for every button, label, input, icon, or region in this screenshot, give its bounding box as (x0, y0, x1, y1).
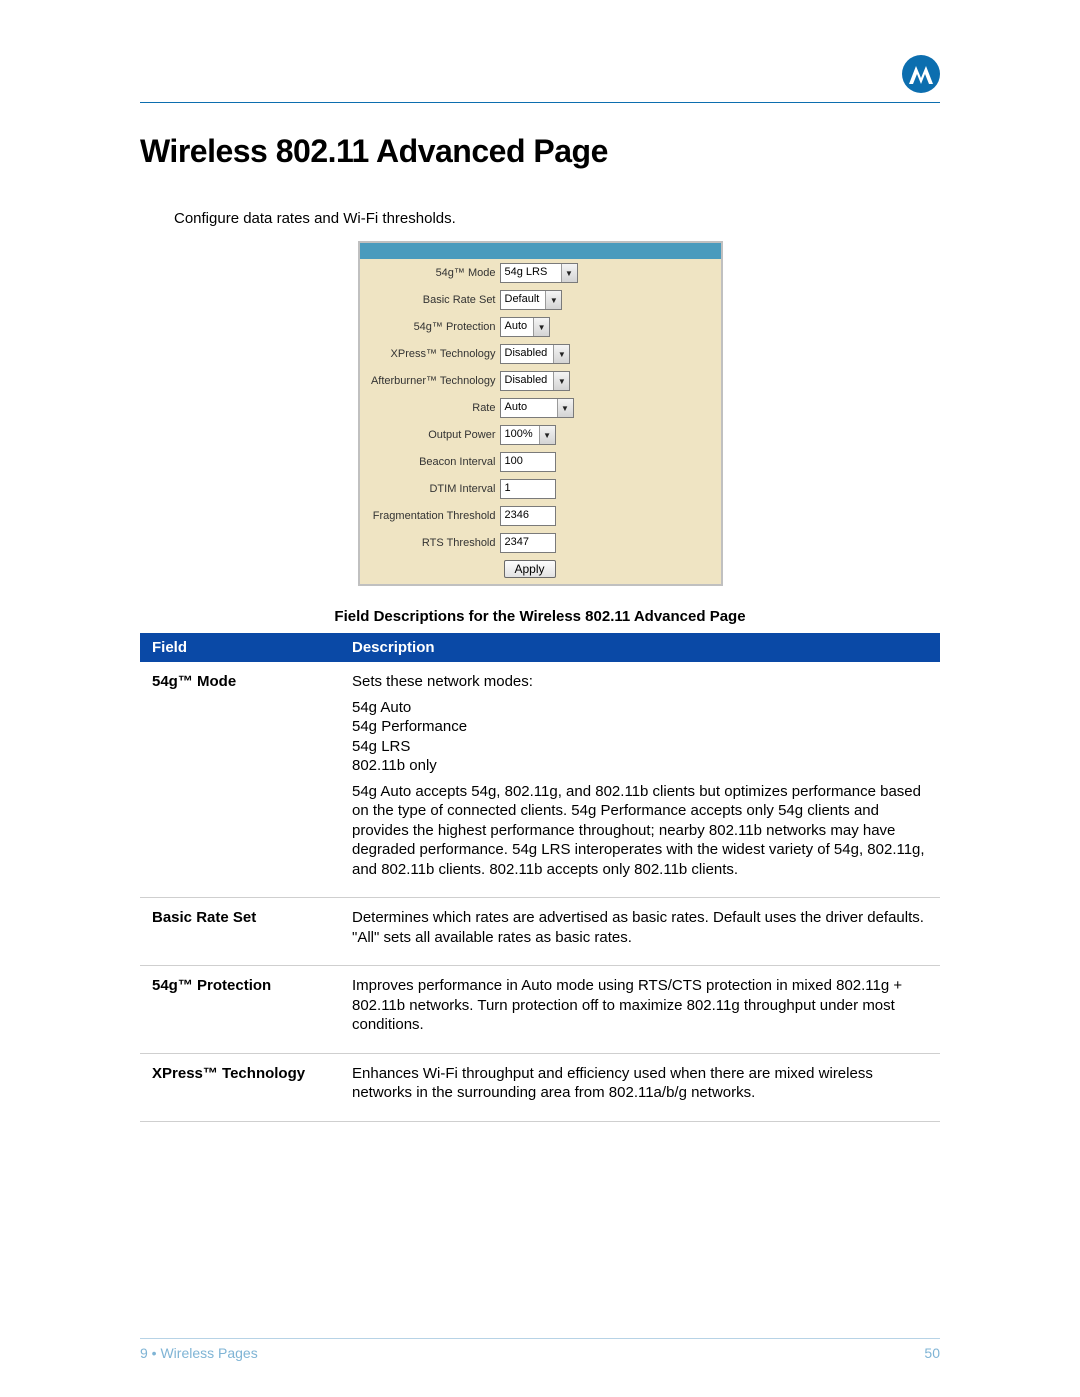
config-label: Fragmentation Threshold (360, 510, 500, 522)
config-control: 100%▼ (500, 424, 717, 445)
description-block: Sets these network modes: (352, 672, 928, 692)
footer-left: 9 • Wireless Pages (140, 1345, 258, 1361)
section-heading: Field Descriptions for the Wireless 802.… (140, 608, 940, 625)
config-label: XPress™ Technology (360, 348, 500, 360)
field-name: 54g™ Mode (140, 662, 340, 898)
config-row: RateAuto▼ (360, 394, 721, 421)
apply-row: Apply (360, 556, 721, 584)
dropdown-value: 100% (501, 426, 539, 444)
dropdown-value: Disabled (501, 372, 554, 390)
table-row: 54g™ Mode Sets these network modes: 54g Au… (140, 662, 940, 898)
config-row: RTS Threshold2347 (360, 529, 721, 556)
config-control: Default▼ (500, 289, 717, 310)
page-title: Wireless 802.11 Advanced Page (140, 133, 940, 170)
col-field: Field (140, 633, 340, 662)
field-name: XPress™ Technology (140, 1053, 340, 1121)
dropdown[interactable]: 54g LRS▼ (500, 263, 578, 283)
table-header-row: Field Description (140, 633, 940, 662)
config-control: Disabled▼ (500, 343, 717, 364)
config-control: 54g LRS▼ (500, 262, 717, 283)
intro-text: Configure data rates and Wi-Fi threshold… (174, 210, 940, 227)
config-row: Afterburner™ TechnologyDisabled▼ (360, 367, 721, 394)
config-control: 2346 (500, 505, 717, 526)
chevron-down-icon: ▼ (545, 291, 561, 309)
dropdown[interactable]: Disabled▼ (500, 371, 571, 391)
chevron-down-icon: ▼ (553, 372, 569, 390)
chevron-down-icon: ▼ (533, 318, 549, 336)
text-input[interactable]: 100 (500, 452, 556, 472)
col-description: Description (340, 633, 940, 662)
motorola-logo-icon (902, 55, 940, 93)
header-rule (140, 102, 940, 103)
config-label: RTS Threshold (360, 537, 500, 549)
config-row: Beacon Interval100 (360, 448, 721, 475)
config-panel: 54g™ Mode54g LRS▼Basic Rate SetDefault▼5… (358, 241, 723, 586)
config-control: 2347 (500, 532, 717, 553)
config-row: Basic Rate SetDefault▼ (360, 286, 721, 313)
field-description: Determines which rates are advertised as… (340, 898, 940, 966)
table-row: 54g™ ProtectionImproves performance in A… (140, 966, 940, 1054)
config-control: 1 (500, 478, 717, 499)
field-description: Sets these network modes: 54g Auto54g Per… (340, 662, 940, 898)
config-label: DTIM Interval (360, 483, 500, 495)
chevron-down-icon: ▼ (553, 345, 569, 363)
page-footer: 9 • Wireless Pages 50 (140, 1338, 940, 1361)
description-block: Improves performance in Auto mode using … (352, 976, 928, 1035)
table-row: XPress™ Technology Enhances Wi-Fi through… (140, 1053, 940, 1121)
chevron-down-icon: ▼ (539, 426, 555, 444)
field-description: Enhances Wi-Fi throughput and efficiency… (340, 1053, 940, 1121)
config-row: Output Power100%▼ (360, 421, 721, 448)
dropdown-value: Disabled (501, 345, 554, 363)
footer-right: 50 (924, 1345, 940, 1361)
description-block: Enhances Wi-Fi throughput and efficiency… (352, 1064, 928, 1103)
config-row: 54g™ Mode54g LRS▼ (360, 259, 721, 286)
dropdown-value: Auto (501, 318, 534, 336)
apply-button[interactable]: Apply (504, 560, 556, 578)
description-block: 54g Auto accepts 54g, 802.11g, and 802.1… (352, 782, 928, 880)
config-row: 54g™ ProtectionAuto▼ (360, 313, 721, 340)
chevron-down-icon: ▼ (561, 264, 577, 282)
dropdown[interactable]: Default▼ (500, 290, 563, 310)
config-label: Afterburner™ Technology (360, 375, 500, 387)
config-label: Output Power (360, 429, 500, 441)
config-label: Beacon Interval (360, 456, 500, 468)
field-descriptions-table: Field Description 54g™ ModeSets these ne… (140, 633, 940, 1122)
config-label: 54g™ Protection (360, 321, 500, 333)
page: Wireless 802.11 Advanced Page Configure … (0, 0, 1080, 1397)
config-row: Fragmentation Threshold2346 (360, 502, 721, 529)
config-label: Basic Rate Set (360, 294, 500, 306)
config-panel-header (360, 243, 721, 259)
table-row: Basic Rate Set Determines which rates are… (140, 898, 940, 966)
config-control: Auto▼ (500, 316, 717, 337)
dropdown[interactable]: 100%▼ (500, 425, 556, 445)
field-name: 54g™ Protection (140, 966, 340, 1054)
config-control: 100 (500, 451, 717, 472)
description-block: Determines which rates are advertised as… (352, 908, 928, 947)
dropdown[interactable]: Auto▼ (500, 398, 574, 418)
dropdown-value: Default (501, 291, 546, 309)
field-description: Improves performance in Auto mode using … (340, 966, 940, 1054)
config-label: 54g™ Mode (360, 267, 500, 279)
text-input[interactable]: 2347 (500, 533, 556, 553)
config-label: Rate (360, 402, 500, 414)
config-control: Auto▼ (500, 397, 717, 418)
text-input[interactable]: 2346 (500, 506, 556, 526)
config-row: XPress™ TechnologyDisabled▼ (360, 340, 721, 367)
text-input[interactable]: 1 (500, 479, 556, 499)
dropdown-value: Auto (501, 399, 557, 417)
description-block: 54g Auto54g Performance54g LRS802.11b on… (352, 698, 928, 776)
dropdown[interactable]: Auto▼ (500, 317, 551, 337)
config-control: Disabled▼ (500, 370, 717, 391)
chevron-down-icon: ▼ (557, 399, 573, 417)
logo-m-glyph (907, 64, 935, 84)
field-name: Basic Rate Set (140, 898, 340, 966)
dropdown-value: 54g LRS (501, 264, 561, 282)
config-row: DTIM Interval1 (360, 475, 721, 502)
dropdown[interactable]: Disabled▼ (500, 344, 571, 364)
